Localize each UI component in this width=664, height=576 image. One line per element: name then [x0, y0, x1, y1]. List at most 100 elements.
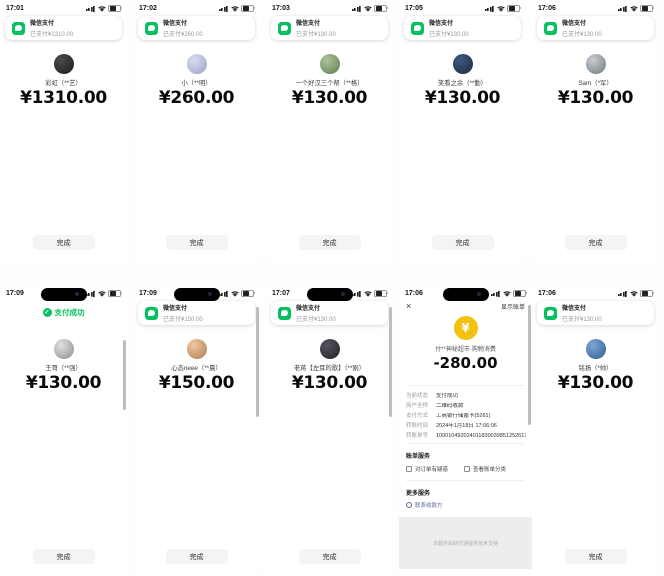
- wifi-icon: [629, 290, 638, 297]
- bill-nav-bar: × 显示账单: [399, 300, 532, 312]
- bill-info-value: 支付成功: [436, 393, 459, 399]
- status-time: 17:06: [538, 290, 556, 297]
- status-bar: 17:05: [399, 0, 526, 14]
- service-item[interactable]: 对订单有疑惑: [406, 465, 448, 473]
- bill-info-label: 转账时间: [406, 423, 429, 429]
- payer-name: 一个好汉三个帮（**格）: [295, 80, 364, 87]
- battery-icon: [640, 289, 655, 298]
- status-icons: [86, 289, 123, 298]
- divider: [406, 443, 525, 444]
- payer-avatar: [319, 54, 340, 74]
- done-button[interactable]: 完成: [165, 549, 228, 564]
- banner-paid-amount: 已支付¥130.00: [562, 316, 602, 323]
- status-bar: 17:09: [133, 285, 260, 299]
- contact-payee-item-icon: [406, 502, 412, 508]
- wechat-pay-banner[interactable]: 微信支付 已支付¥130.00: [404, 16, 521, 40]
- phone-panel: 17:09 微信支付 已支付¥150.00 心态neee（**晨） ¥150.0…: [133, 285, 260, 574]
- status-time: 17:05: [405, 5, 423, 12]
- battery-icon: [374, 4, 389, 13]
- panel-scrollbar[interactable]: [123, 340, 126, 410]
- banner-paid-amount: 已支付¥130.00: [429, 31, 469, 38]
- wifi-icon: [629, 5, 638, 12]
- wechat-pay-banner[interactable]: 微信支付 已支付¥130.00: [537, 301, 654, 325]
- signal-icon: [618, 290, 627, 297]
- payer-avatar: [319, 339, 340, 359]
- wifi-icon: [363, 5, 372, 12]
- tips-title: 更多服务: [406, 491, 431, 497]
- banner-app-name: 微信支付: [296, 306, 321, 313]
- contact-payee-item-label: 联系收款方: [415, 503, 443, 509]
- signal-icon: [491, 290, 500, 297]
- panel-scrollbar[interactable]: [389, 307, 392, 417]
- banner-app-name: 微信支付: [30, 21, 55, 28]
- done-button[interactable]: 完成: [564, 235, 627, 250]
- status-time: 17:09: [6, 290, 24, 297]
- wechat-pay-banner[interactable]: 微信支付 已支付¥130.00: [271, 16, 388, 40]
- status-icons: [219, 289, 256, 298]
- battery-icon: [640, 4, 655, 13]
- bill-info-label: 支付方式: [406, 413, 429, 419]
- contact-payee-item[interactable]: 联系收款方: [406, 501, 443, 509]
- payment-amount: ¥130.00: [424, 88, 501, 108]
- banner-app-name: 微信支付: [562, 21, 587, 28]
- banner-paid-amount: 已支付¥150.00: [163, 316, 203, 323]
- dynamic-island: [306, 287, 353, 301]
- status-bar: 17:02: [133, 0, 260, 14]
- merchant-coin-icon: ¥: [453, 316, 478, 340]
- done-button[interactable]: 完成: [32, 549, 95, 564]
- payer-name: 小（**明）: [181, 80, 212, 87]
- banner-paid-amount: 已支付¥130.00: [562, 31, 602, 38]
- phone-panel: 17:05 微信支付 已支付¥130.00 笑看之余（**勤） ¥130.00 …: [399, 0, 526, 260]
- payment-amount: ¥130.00: [557, 373, 634, 393]
- payer-name: 老蒋【左耳的歌】（**刚）: [293, 365, 366, 372]
- status-icons: [352, 4, 389, 13]
- payer-avatar: [186, 339, 207, 359]
- banner-app-name: 微信支付: [163, 21, 188, 28]
- signal-icon: [618, 5, 627, 12]
- done-button[interactable]: 完成: [165, 235, 228, 250]
- wechat-pay-banner[interactable]: 微信支付 已支付¥260.00: [138, 16, 255, 40]
- wechat-pay-banner[interactable]: 微信支付 已支付¥130.00: [537, 16, 654, 40]
- wechat-pay-banner[interactable]: 微信支付 已支付¥130.00: [271, 301, 388, 325]
- wechat-pay-icon: [278, 21, 291, 35]
- show-bill-action[interactable]: 显示账单: [500, 304, 525, 311]
- done-button[interactable]: 完成: [564, 549, 627, 564]
- payment-amount: ¥130.00: [25, 373, 102, 393]
- banner-paid-amount: 已支付¥130.00: [296, 316, 336, 323]
- status-time: 17:01: [6, 5, 24, 12]
- wifi-icon: [502, 290, 511, 297]
- wechat-pay-banner[interactable]: 微信支付 已支付¥150.00: [138, 301, 255, 325]
- panel-scrollbar[interactable]: [528, 305, 531, 425]
- done-button[interactable]: 完成: [431, 235, 494, 250]
- bill-info-value: 二维码收款: [436, 403, 464, 409]
- signal-icon: [86, 5, 95, 12]
- battery-icon: [374, 289, 389, 298]
- status-bar: 17:06: [399, 285, 532, 299]
- battery-icon: [241, 289, 256, 298]
- wifi-icon: [97, 290, 106, 297]
- bill-info-label: 转账单号: [406, 433, 429, 439]
- bill-info-row: 转账单号 100010492024011830039851252617: [406, 433, 526, 439]
- payer-name: 彩虹（**艺）: [45, 80, 82, 87]
- payer-avatar: [585, 54, 606, 74]
- wifi-icon: [496, 5, 505, 12]
- done-button[interactable]: 完成: [298, 235, 361, 250]
- service-item-icon: [406, 466, 412, 472]
- done-button[interactable]: 完成: [32, 235, 95, 250]
- bill-info-value: 2024年1月18日 17:06:06: [436, 423, 497, 429]
- signal-icon: [219, 290, 228, 297]
- service-item[interactable]: 查看账单分类: [464, 465, 506, 473]
- wifi-icon: [230, 290, 239, 297]
- bill-detail-panel: 17:06 × 显示账单 ¥ 付**神秘超市·购物消费 -280.00 当前状态…: [399, 285, 532, 574]
- wechat-pay-icon: [145, 306, 158, 320]
- phone-panel: 17:07 微信支付 已支付¥130.00 老蒋【左耳的歌】（**刚） ¥130…: [266, 285, 393, 574]
- wechat-pay-banner[interactable]: 微信支付 已支付¥1310.00: [5, 16, 122, 40]
- done-button[interactable]: 完成: [298, 549, 361, 564]
- panel-scrollbar[interactable]: [256, 307, 259, 417]
- divider: [406, 480, 525, 481]
- status-bar: 17:06: [532, 0, 659, 14]
- bill-info-row: 商户全称 二维码收款: [406, 403, 526, 409]
- bill-info-label: 当前状态: [406, 393, 429, 399]
- close-icon[interactable]: ×: [406, 301, 412, 311]
- status-time: 17:07: [272, 290, 290, 297]
